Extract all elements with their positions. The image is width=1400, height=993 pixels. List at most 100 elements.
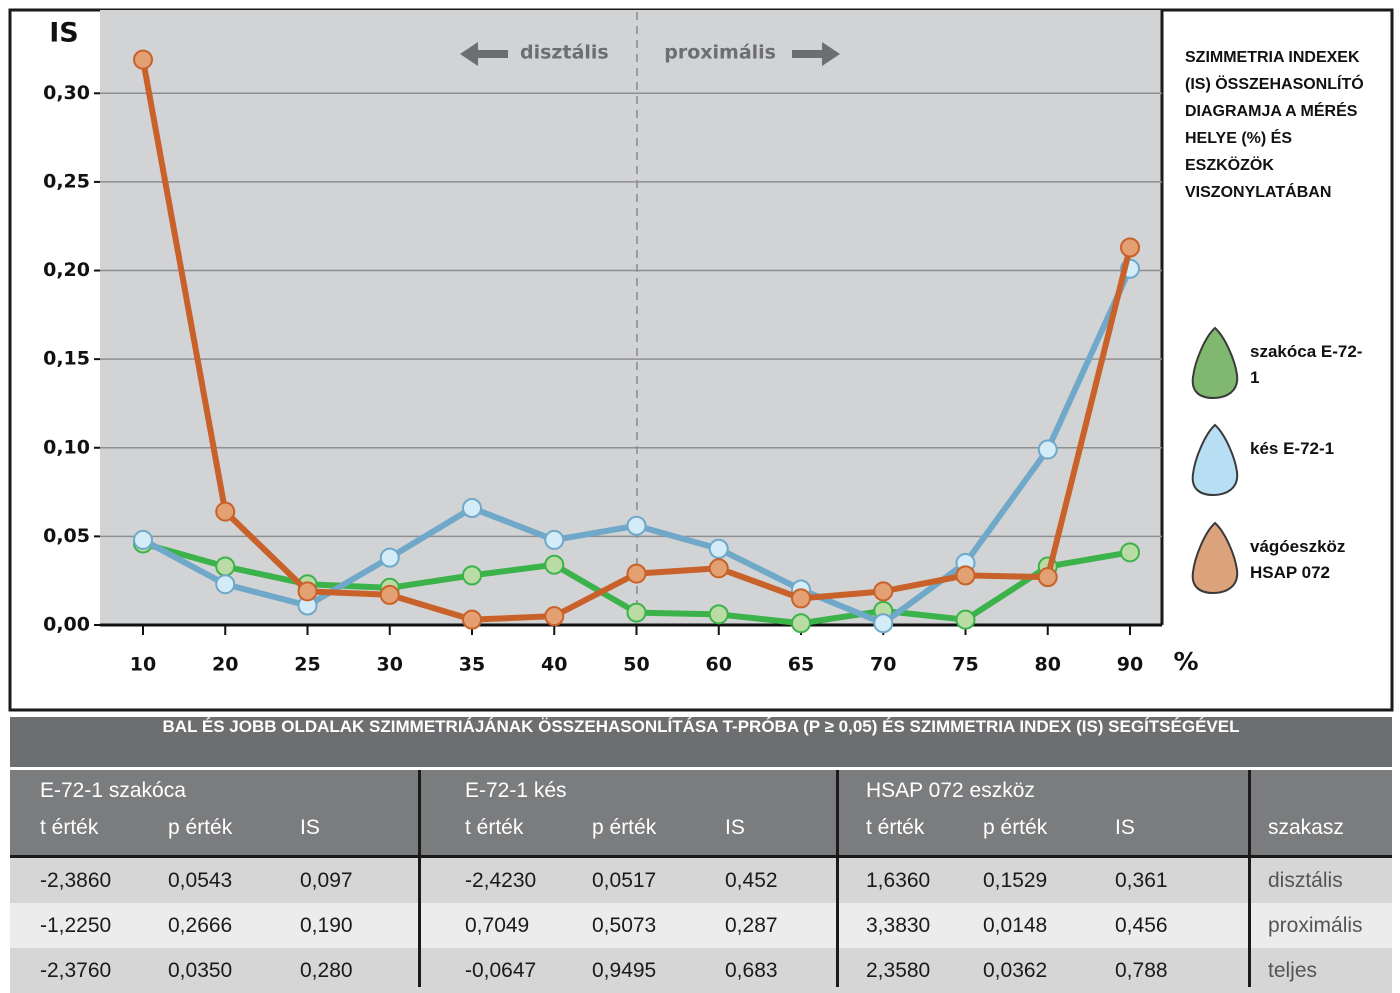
cell: 1,6360 [866,869,930,893]
point [463,566,481,584]
cell: 0,0362 [983,959,1047,983]
legend-shape [1193,425,1238,495]
cell: 0,361 [1115,869,1168,893]
annotation: proximális [664,42,776,64]
cell: 0,683 [725,959,778,983]
point [463,499,481,517]
point [874,614,892,632]
legend-swatch [1185,325,1245,401]
x-tick-label: 10 [130,654,156,676]
point [216,575,234,593]
point [1039,441,1057,459]
cell: 0,788 [1115,959,1168,983]
cell: 0,190 [300,914,353,938]
column-header: IS [1115,816,1135,840]
x-tick-label: 20 [212,654,238,676]
annotation: disztális [520,42,609,64]
point [134,51,152,69]
point [134,531,152,549]
point [1039,568,1057,586]
column-header: szakasz [1268,816,1344,840]
point [381,586,399,604]
legend-label: vágóeszköz HSAP 072 [1250,534,1370,586]
cell: 3,3830 [866,914,930,938]
cell: disztális [1268,869,1343,893]
cell: -2,3860 [40,869,111,893]
y-tick-label: 0,10 [43,436,90,458]
point [1121,543,1139,561]
legend-shape [1193,523,1238,593]
column-separator [836,770,839,987]
table-title: BAL ÉS JOBB OLDALAK SZIMMETRIÁJÁNAK ÖSSZ… [10,717,1392,767]
y-tick-label: 0,25 [43,170,90,192]
cell: 0,9495 [592,959,656,983]
x-tick-label: 80 [1035,654,1061,676]
cell: 0,0517 [592,869,656,893]
table: BAL ÉS JOBB OLDALAK SZIMMETRIÁJÁNAK ÖSSZ… [10,717,1392,987]
column-header: p érték [983,816,1047,840]
cell: 0,0543 [168,869,232,893]
x-tick-label: 65 [788,654,814,676]
column-header: t érték [40,816,98,840]
cell: -1,2250 [40,914,111,938]
point [710,559,728,577]
x-tick-label: 70 [870,654,896,676]
legend-label: szakóca E-72-1 [1250,339,1370,391]
point [628,604,646,622]
y-tick-label: 0,30 [43,82,90,104]
y-tick-label: 0,00 [43,614,90,636]
point [874,582,892,600]
y-tick-label: 0,20 [43,259,90,281]
cell: 0,1529 [983,869,1047,893]
x-tick-label: 40 [541,654,567,676]
legend-shape [1193,328,1238,398]
y-axis-label: IS [49,18,79,49]
point [545,556,563,574]
point [216,503,234,521]
point [710,605,728,623]
group-header: E-72-1 kés [465,779,567,803]
cell: 0,7049 [465,914,529,938]
cell: 0,5073 [592,914,656,938]
cell: -0,0647 [465,959,536,983]
column-header: t érték [465,816,523,840]
y-tick-label: 0,05 [43,525,90,547]
point [299,582,317,600]
cell: 0,452 [725,869,778,893]
column-header: p érték [168,816,232,840]
legend-label: kés E-72-1 [1250,436,1370,462]
point [957,566,975,584]
x-tick-label: 25 [294,654,320,676]
group-header: E-72-1 szakóca [40,779,186,803]
column-header: t érték [866,816,924,840]
y-tick-label: 0,15 [43,348,90,370]
point [628,517,646,535]
cell: -2,3760 [40,959,111,983]
group-header: HSAP 072 eszköz [866,779,1035,803]
cell: proximális [1268,914,1363,938]
column-header: IS [300,816,320,840]
x-axis-label: % [1173,647,1198,676]
cell: -2,4230 [465,869,536,893]
x-tick-label: 75 [952,654,978,676]
x-tick-label: 50 [623,654,649,676]
column-separator [418,770,421,987]
header-bg [10,770,1392,858]
cell: 0,280 [300,959,353,983]
cell: 0,287 [725,914,778,938]
page: disztális proximális IS % 0,00 0,05 0,10 0,… [0,0,1400,987]
cell: teljes [1268,959,1317,983]
point [463,611,481,629]
column-separator [1248,770,1251,987]
point [628,565,646,583]
point [710,540,728,558]
cell: 0,456 [1115,914,1168,938]
cell: 0,2666 [168,914,232,938]
column-header: p érték [592,816,656,840]
cell: 0,0350 [168,959,232,983]
point [545,531,563,549]
point [957,611,975,629]
point [792,614,810,632]
point [1121,238,1139,256]
cell: 0,097 [300,869,353,893]
